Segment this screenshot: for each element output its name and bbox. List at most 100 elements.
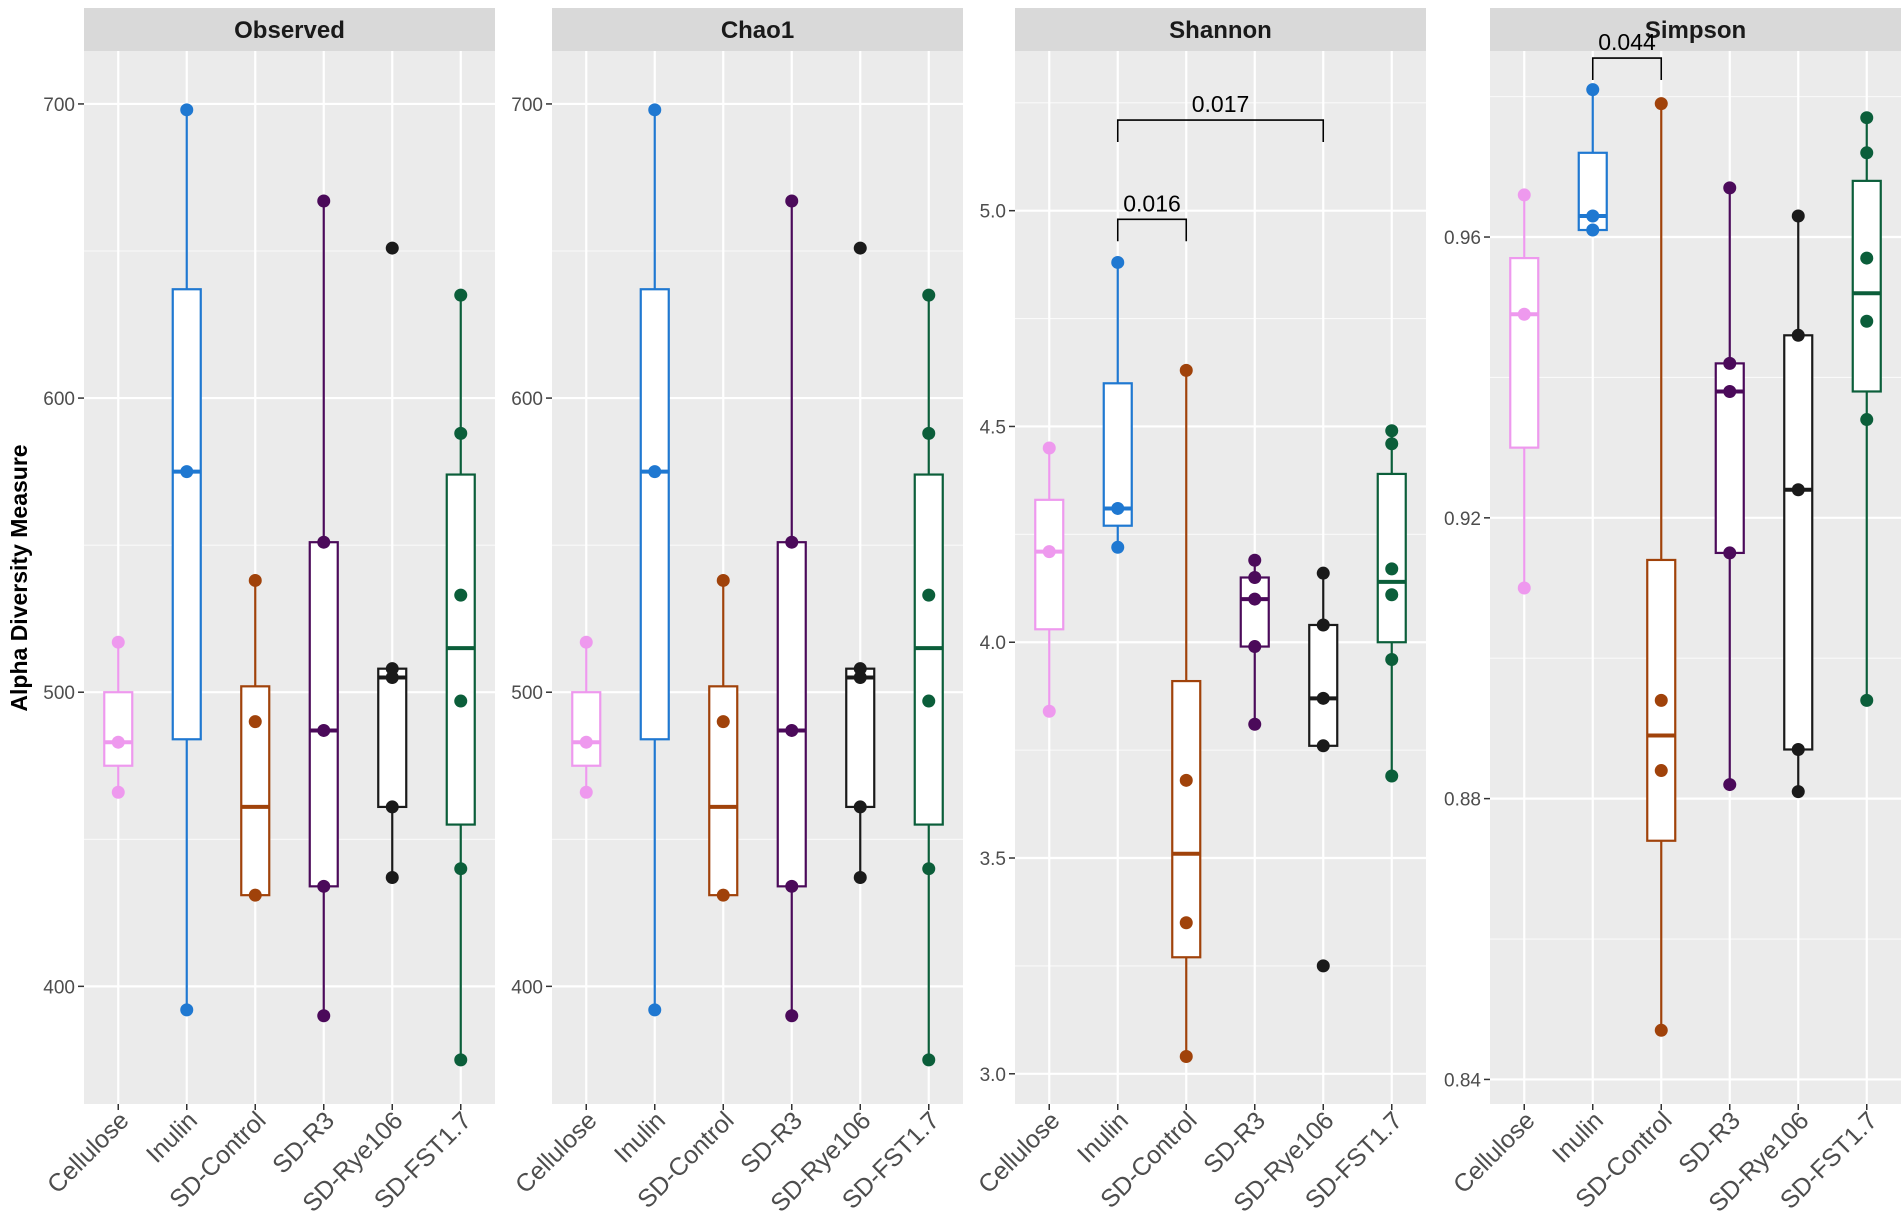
y-tick-label: 700 <box>43 95 75 116</box>
x-tick-label-cellulose: Cellulose <box>973 1106 1066 1199</box>
y-tick-label: 400 <box>511 977 543 998</box>
panel-title: Chao1 <box>721 17 794 44</box>
y-tick-label: 0.84 <box>1444 1070 1481 1091</box>
box-sd-control-point <box>1654 764 1668 778</box>
box-cellulose-point <box>111 635 125 649</box>
box-sd-r3-iqr <box>1239 576 1270 648</box>
box-sd-rye106-point <box>1316 959 1330 973</box>
box-sd-rye106-point <box>385 662 399 676</box>
y-tick-label: 3.0 <box>980 1065 1006 1086</box>
box-sd-fst1-7-point <box>1385 588 1399 602</box>
box-sd-fst1-7-point <box>1860 251 1874 265</box>
box-cellulose-point <box>579 635 593 649</box>
box-sd-control-point <box>1179 1050 1193 1064</box>
box-cellulose-iqr <box>571 691 602 767</box>
box-sd-fst1-7-point <box>454 862 468 876</box>
box-sd-fst1-7-point <box>454 426 468 440</box>
y-tick-label: 4.5 <box>980 417 1006 438</box>
box-sd-fst1-7-point <box>1860 693 1874 707</box>
panel-strip <box>1015 8 1426 51</box>
box-sd-r3-iqr <box>776 541 807 888</box>
box-sd-r3-iqr <box>308 541 339 888</box>
box-sd-fst1-7-point <box>1385 769 1399 783</box>
y-tick-label: 400 <box>43 977 75 998</box>
box-cellulose-point <box>1517 307 1531 321</box>
box-sd-r3-point <box>1248 640 1262 654</box>
panel-background <box>552 51 963 1104</box>
box-sd-fst1-7-point <box>1860 413 1874 427</box>
box-sd-control-point <box>248 888 262 902</box>
box-inulin-point <box>1586 223 1600 237</box>
box-sd-control-point <box>1654 1023 1668 1037</box>
panel-shannon: 3.0 3.5 4.0 4.5 5.0 Shannon 0.016 0.017 Cellulos… <box>973 8 1426 1218</box>
box-sd-r3-point <box>785 535 799 549</box>
y-axis-title: Alpha Diversity Measure <box>6 444 32 711</box>
box-sd-fst1-7-point <box>1860 314 1874 328</box>
panel-strip <box>552 8 963 51</box>
box-sd-control-point <box>1654 97 1668 111</box>
box-sd-rye106-point <box>385 241 399 255</box>
box-inulin-point <box>648 103 662 117</box>
p-value-label: 0.044 <box>1598 29 1656 55</box>
box-inulin-point <box>1111 255 1125 269</box>
box-sd-control-point <box>1654 693 1668 707</box>
box-sd-r3-point <box>1723 384 1737 398</box>
box-sd-r3-point <box>317 535 331 549</box>
box-sd-rye106-point <box>853 871 867 885</box>
box-sd-rye106-point <box>1316 739 1330 753</box>
box-sd-fst1-7-point <box>1385 562 1399 576</box>
significance-bracket <box>1116 119 1325 143</box>
y-tick-label: 0.96 <box>1444 228 1481 249</box>
box-sd-fst1-7-point <box>922 862 936 876</box>
x-tick-label-cellulose: Cellulose <box>510 1106 603 1199</box>
y-tick-label: 600 <box>43 389 75 410</box>
box-inulin-point <box>1586 209 1600 223</box>
panel-strip <box>1490 8 1901 51</box>
box-sd-fst1-7-point <box>1860 146 1874 160</box>
y-tick-label: 500 <box>511 683 543 704</box>
box-cellulose-point <box>1042 545 1056 559</box>
box-sd-control-iqr <box>1171 679 1202 959</box>
box-sd-r3-point <box>1248 553 1262 567</box>
significance-bracket <box>1116 218 1188 242</box>
box-sd-r3-point <box>1723 181 1737 195</box>
box-sd-rye106-point <box>853 241 867 255</box>
box-sd-fst1-7-point <box>454 588 468 602</box>
box-sd-r3-point <box>785 1009 799 1023</box>
box-sd-r3-point <box>317 1009 331 1023</box>
box-inulin-iqr <box>171 288 202 741</box>
box-sd-fst1-7-point <box>454 694 468 708</box>
box-sd-r3-point <box>1248 717 1262 731</box>
box-sd-fst1-7-point <box>1385 652 1399 666</box>
box-sd-fst1-7-point <box>1385 424 1399 438</box>
box-inulin-point <box>180 465 194 479</box>
box-sd-control-point <box>1179 916 1193 930</box>
box-cellulose-point <box>1517 581 1531 595</box>
box-inulin-iqr <box>639 288 670 741</box>
panel-background <box>84 51 495 1104</box>
box-cellulose-point <box>1042 704 1056 718</box>
box-sd-rye106-iqr <box>1308 623 1339 747</box>
panel-title: Shannon <box>1169 17 1272 44</box>
box-cellulose-iqr <box>1034 498 1065 631</box>
box-sd-fst1-7-point <box>1385 437 1399 451</box>
box-sd-rye106-point <box>853 662 867 676</box>
panel-background <box>1490 51 1901 1104</box>
panel-title: Observed <box>234 17 345 44</box>
box-sd-control-point <box>248 715 262 729</box>
box-cellulose-point <box>579 785 593 799</box>
box-sd-r3-point <box>1723 356 1737 370</box>
box-sd-r3-point <box>1723 546 1737 560</box>
y-tick-label: 5.0 <box>980 202 1006 223</box>
box-sd-r3-point <box>785 879 799 893</box>
box-sd-fst1-7-point <box>922 694 936 708</box>
box-cellulose-point <box>111 785 125 799</box>
box-sd-fst1-7-point <box>922 426 936 440</box>
p-value-label: 0.017 <box>1192 91 1250 117</box>
y-tick-label: 700 <box>511 95 543 116</box>
box-sd-control-point <box>248 573 262 587</box>
y-tick-label: 0.88 <box>1444 790 1481 811</box>
